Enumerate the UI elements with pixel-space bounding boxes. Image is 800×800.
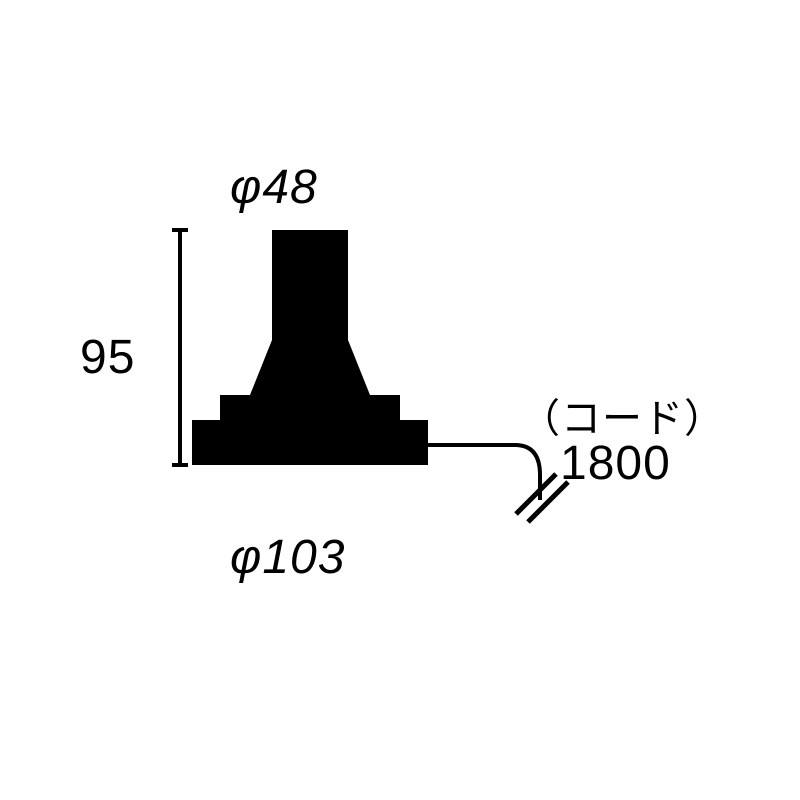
cord-length-text: 1800 [560, 437, 671, 490]
base-diameter-label: φ103 [230, 530, 345, 585]
height-text: 95 [80, 331, 135, 384]
lamp-base-silhouette [192, 230, 428, 465]
cord-label-text: （コード） [520, 397, 725, 441]
diagram-canvas: φ48 95 φ103 （コード） 1800 [0, 0, 800, 800]
top-diameter-text: φ48 [230, 161, 318, 214]
height-label: 95 [80, 330, 135, 385]
top-diameter-label: φ48 [230, 160, 318, 215]
cord-line [428, 445, 540, 500]
cord-length-label: 1800 [560, 436, 671, 491]
height-dimension-line [172, 230, 188, 465]
base-diameter-text: φ103 [230, 531, 345, 584]
